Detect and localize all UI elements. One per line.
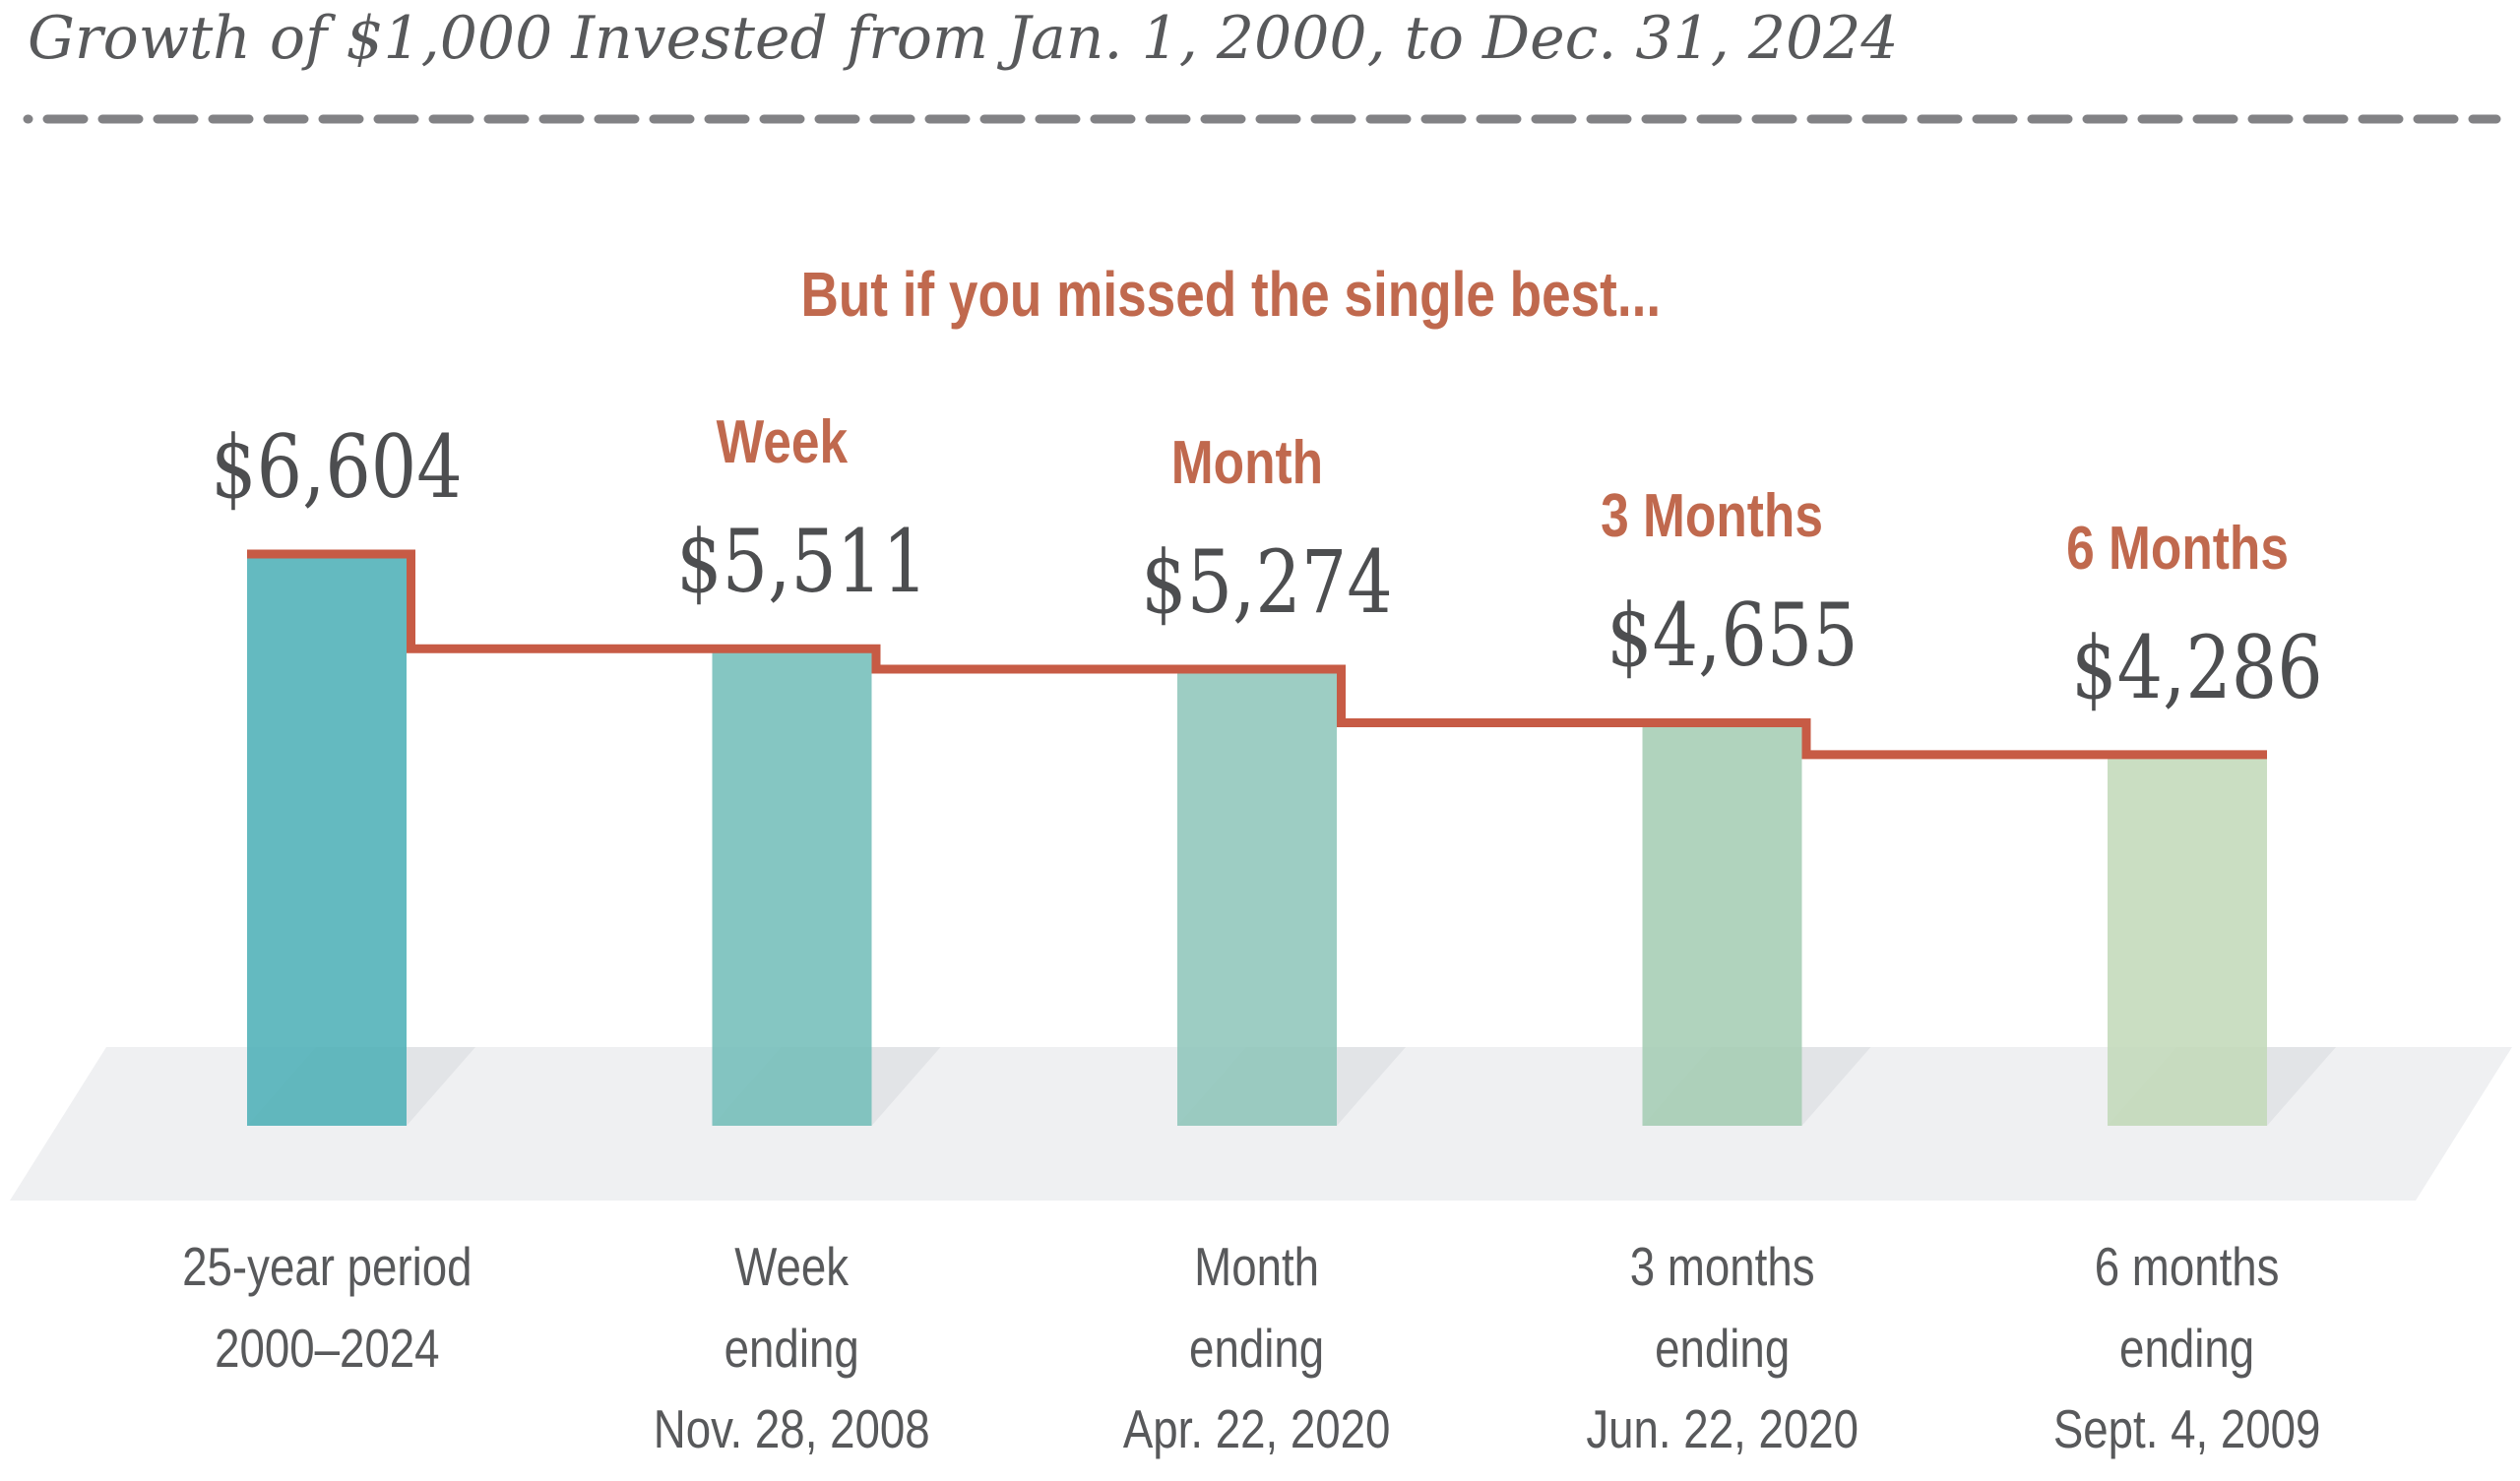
chart-title: Growth of $1,000 Invested from Jan. 1, 2… — [28, 4, 1899, 73]
bar-value-label-text: $4,286 — [2071, 617, 2323, 718]
bar-category-label: 3 months ending Jun. 22, 2020 — [1418, 1226, 2028, 1470]
bar-value-label-text: $5,511 — [675, 511, 928, 612]
bar-period-header-text: 6 Months — [2066, 515, 2289, 583]
bar-category-label-text: Week ending Nov. 28, 2008 — [654, 1236, 930, 1459]
bar-value-label-text: $5,274 — [1141, 531, 1393, 633]
bar-period-header: Month — [952, 428, 1543, 498]
bar-value-label: $4,286 — [1882, 617, 2512, 718]
bar-value-label-text: $4,655 — [1606, 585, 1858, 686]
bar-value-label: $5,274 — [952, 531, 1582, 633]
bar-period-header: Week — [487, 407, 1078, 477]
bar-value-label: $6,604 — [22, 416, 652, 518]
bar-period-header-text: Month — [1170, 429, 1324, 497]
bar — [1177, 669, 1337, 1126]
bar — [1642, 722, 1802, 1126]
bar-category-label-text: 6 months ending Sept. 4, 2009 — [2053, 1236, 2321, 1459]
bar — [2108, 754, 2267, 1126]
bar-category-label-text: 3 months ending Jun. 22, 2020 — [1586, 1236, 1858, 1459]
bar-category-label: Month ending Apr. 22, 2020 — [952, 1226, 1562, 1470]
bar — [712, 648, 872, 1126]
bar — [247, 554, 407, 1126]
bar-category-label-text: Month ending Apr. 22, 2020 — [1123, 1236, 1391, 1459]
bar-value-label: $4,655 — [1418, 585, 2048, 686]
bar-period-header-text: Week — [716, 408, 849, 476]
chart-annotation-text: But if you missed the single best... — [800, 259, 1661, 330]
bar-category-label: 25-year period 2000–2024 — [22, 1226, 632, 1388]
bar-category-label: Week ending Nov. 28, 2008 — [487, 1226, 1098, 1470]
step-line — [247, 549, 2267, 760]
bar-period-header: 3 Months — [1418, 481, 2008, 551]
bar-value-label-text: $6,604 — [211, 416, 463, 518]
bar-category-label: 6 months ending Sept. 4, 2009 — [1882, 1226, 2492, 1470]
bar-category-label-text: 25-year period 2000–2024 — [181, 1236, 472, 1379]
chart-annotation: But if you missed the single best... — [541, 258, 1920, 331]
bar-period-header-text: 3 Months — [1601, 482, 1824, 550]
bar-value-label: $5,511 — [487, 511, 1117, 612]
bar-period-header: 6 Months — [1882, 514, 2473, 584]
